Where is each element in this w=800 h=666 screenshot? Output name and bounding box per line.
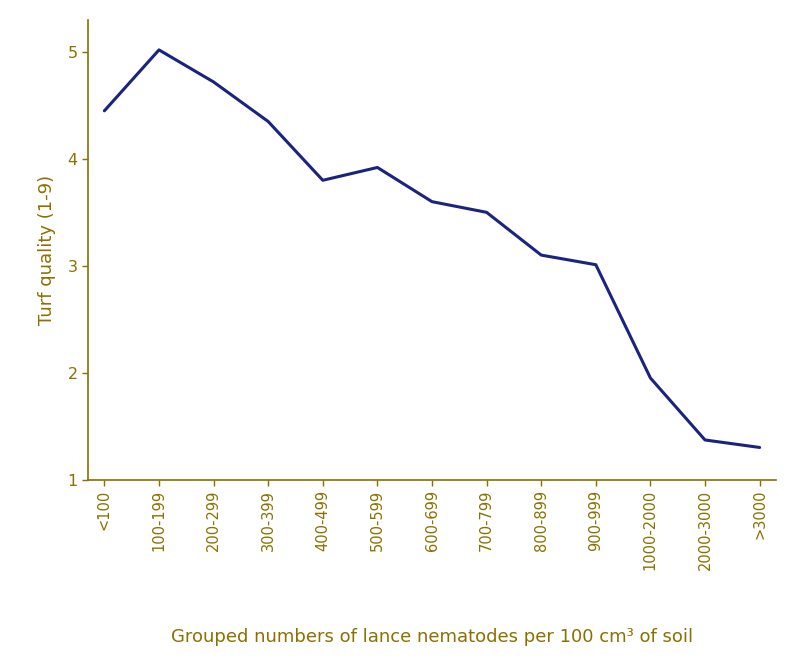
Text: Grouped numbers of lance nematodes per 100 cm³ of soil: Grouped numbers of lance nematodes per 1… bbox=[171, 628, 693, 646]
Y-axis label: Turf quality (1-9): Turf quality (1-9) bbox=[38, 174, 56, 325]
